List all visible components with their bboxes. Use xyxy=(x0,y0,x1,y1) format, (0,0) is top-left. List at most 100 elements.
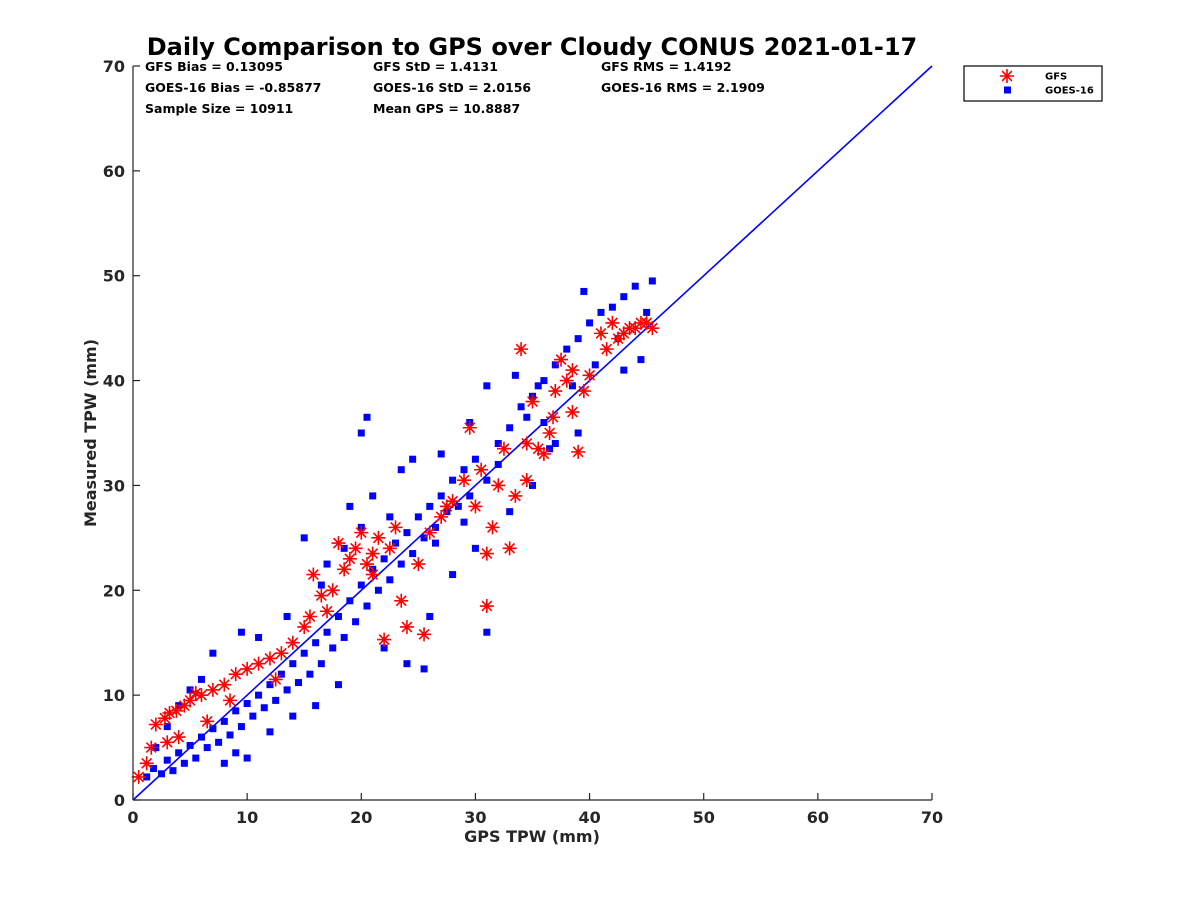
gfs-point xyxy=(131,769,146,784)
gfs-point xyxy=(457,473,472,488)
gfs-point xyxy=(342,551,357,566)
goes16-point xyxy=(295,679,303,687)
goes16-point xyxy=(203,744,211,752)
goes16-point xyxy=(403,660,411,668)
y-axis-ticks: 0 10 20 30 40 50 60 70 xyxy=(103,57,140,810)
goes16-point xyxy=(534,382,542,390)
gfs-point xyxy=(377,632,392,647)
gfs-point xyxy=(274,646,289,661)
goes16-point xyxy=(352,618,360,626)
goes16-point xyxy=(357,429,365,437)
goes16-point xyxy=(414,513,422,521)
gfs-point xyxy=(157,711,172,726)
gfs-point xyxy=(616,326,631,341)
y-tick-label: 70 xyxy=(103,57,125,76)
gfs-point xyxy=(331,536,346,551)
gfs-point xyxy=(188,686,203,701)
goes16-point xyxy=(323,560,331,568)
gfs-point xyxy=(611,331,626,346)
goes16-point xyxy=(209,725,217,733)
gfs-point xyxy=(240,661,255,676)
goes16-point xyxy=(409,455,417,463)
goes16-point xyxy=(340,633,348,641)
x-tick-label: 30 xyxy=(464,808,486,827)
goes16-point xyxy=(540,419,548,427)
goes16-point xyxy=(163,756,171,764)
gfs-point xyxy=(337,562,352,577)
gfs-point xyxy=(474,462,489,477)
goes16-point xyxy=(403,529,411,537)
goes16-point xyxy=(346,597,354,605)
gfs-point xyxy=(571,444,586,459)
y-tick-label: 10 xyxy=(103,686,125,705)
x-tick-label: 40 xyxy=(578,808,600,827)
goes16-point xyxy=(237,628,245,636)
stat-text: GOES-16 Bias = -0.85877 xyxy=(145,80,321,95)
gfs-point xyxy=(599,342,614,357)
goes16-point xyxy=(260,704,268,712)
goes16-point xyxy=(523,413,531,421)
goes16-point xyxy=(317,660,325,668)
goes16-point xyxy=(471,455,479,463)
goes16-point xyxy=(494,439,502,447)
goes16-point xyxy=(255,633,263,641)
gfs-point xyxy=(531,441,546,456)
goes16-point xyxy=(437,450,445,458)
goes16-point xyxy=(620,293,628,301)
goes16-point xyxy=(277,670,285,678)
goes16-point xyxy=(620,366,628,374)
gfs-point xyxy=(388,520,403,535)
goes16-point xyxy=(637,356,645,364)
goes16-point xyxy=(289,712,297,720)
goes16-point xyxy=(150,765,158,773)
gfs-point xyxy=(445,494,460,509)
gfs-point xyxy=(160,735,175,750)
goes16-point xyxy=(574,335,582,343)
goes16-point xyxy=(431,539,439,547)
goes16-point xyxy=(506,508,514,516)
goes16-point xyxy=(232,749,240,757)
gfs-point xyxy=(320,604,335,619)
goes16-point xyxy=(283,686,291,694)
goes16-point xyxy=(449,476,457,484)
goes16-point xyxy=(608,303,616,311)
goes16-point xyxy=(334,681,342,689)
x-tick-label: 60 xyxy=(807,808,829,827)
gfs-point xyxy=(411,557,426,572)
goes16-point xyxy=(483,382,491,390)
gfs-point xyxy=(302,609,317,624)
goes16-point xyxy=(471,544,479,552)
gfs-point xyxy=(285,635,300,650)
gfs-point xyxy=(502,541,517,556)
goes16-point xyxy=(631,282,639,290)
gfs-point xyxy=(171,730,186,745)
gfs-point xyxy=(223,693,238,708)
points-layer xyxy=(131,277,660,784)
gfs-point xyxy=(394,593,409,608)
legend-gfs-marker xyxy=(1000,69,1014,83)
legend: GFS GOES-16 xyxy=(963,65,1103,102)
x-axis-ticks: 0 10 20 30 40 50 60 70 xyxy=(127,793,943,827)
gfs-point xyxy=(162,705,177,720)
gfs-point xyxy=(479,546,494,561)
goes16-point xyxy=(392,539,400,547)
goes16-point xyxy=(551,361,559,369)
goes16-point xyxy=(397,466,405,474)
goes16-point xyxy=(329,644,337,652)
goes16-point xyxy=(312,702,320,710)
goes16-point xyxy=(300,649,308,657)
gfs-point xyxy=(297,619,312,634)
gfs-point xyxy=(365,567,380,582)
x-tick-label: 20 xyxy=(350,808,372,827)
goes16-point xyxy=(386,576,394,584)
goes16-point xyxy=(306,670,314,678)
gfs-point xyxy=(605,315,620,330)
goes16-point xyxy=(420,665,428,673)
goes16-point xyxy=(386,513,394,521)
goes16-point xyxy=(215,738,223,746)
goes16-point xyxy=(563,345,571,353)
stats-block: GFS Bias = 0.13095 GFS StD = 1.4131 GFS RM… xyxy=(145,59,765,116)
y-tick-label: 0 xyxy=(114,791,125,810)
goes16-point xyxy=(574,429,582,437)
